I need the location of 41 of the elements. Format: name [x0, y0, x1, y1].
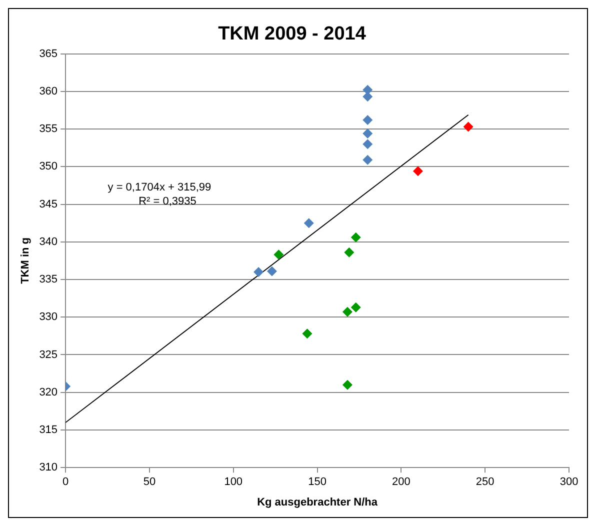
x-tick-label: 50: [143, 476, 156, 488]
y-tick-label: 355: [39, 123, 58, 136]
point: [344, 247, 354, 258]
x-tick-label: 200: [392, 476, 410, 488]
y-tick-label: 330: [39, 311, 58, 324]
x-tick-label: 250: [476, 476, 494, 488]
point: [350, 232, 361, 242]
y-tick-label: 335: [39, 274, 58, 286]
point: [362, 128, 373, 139]
point: [304, 218, 314, 228]
y-tick-label: 310: [39, 462, 58, 474]
x-tick-label: 300: [560, 476, 578, 488]
y-tick-label: 340: [39, 236, 58, 248]
y-tick-label: 365: [39, 48, 58, 60]
point: [362, 92, 373, 102]
y-tick-label: 360: [39, 85, 58, 98]
point: [302, 328, 312, 339]
chart-title: TKM 2009 - 2014: [218, 24, 366, 45]
point: [342, 380, 352, 390]
y-tick-label: 325: [39, 348, 58, 361]
x-tick-label: 150: [308, 476, 326, 488]
y-tick-label: 315: [39, 424, 58, 436]
point: [342, 306, 352, 317]
point: [362, 154, 373, 165]
x-tick-label: 100: [224, 476, 243, 488]
point: [350, 302, 361, 312]
point: [266, 266, 277, 276]
y-tick-label: 350: [39, 160, 58, 173]
annotation: y = 0,1704x + 315,99: [108, 182, 212, 194]
point: [274, 250, 284, 260]
point: [412, 166, 423, 176]
y-tick-label: 345: [39, 198, 58, 210]
x-tick-label: 0: [62, 476, 69, 488]
x-axis-title: Kg ausgebrachter N/ha: [257, 496, 378, 508]
point: [254, 266, 264, 277]
point: [463, 122, 474, 132]
y-axis-title: TKM in g: [20, 237, 32, 284]
annotation: R² = 0,3935: [138, 196, 196, 208]
point: [362, 115, 373, 126]
y-tick-label: 320: [39, 386, 58, 398]
point: [362, 139, 373, 150]
